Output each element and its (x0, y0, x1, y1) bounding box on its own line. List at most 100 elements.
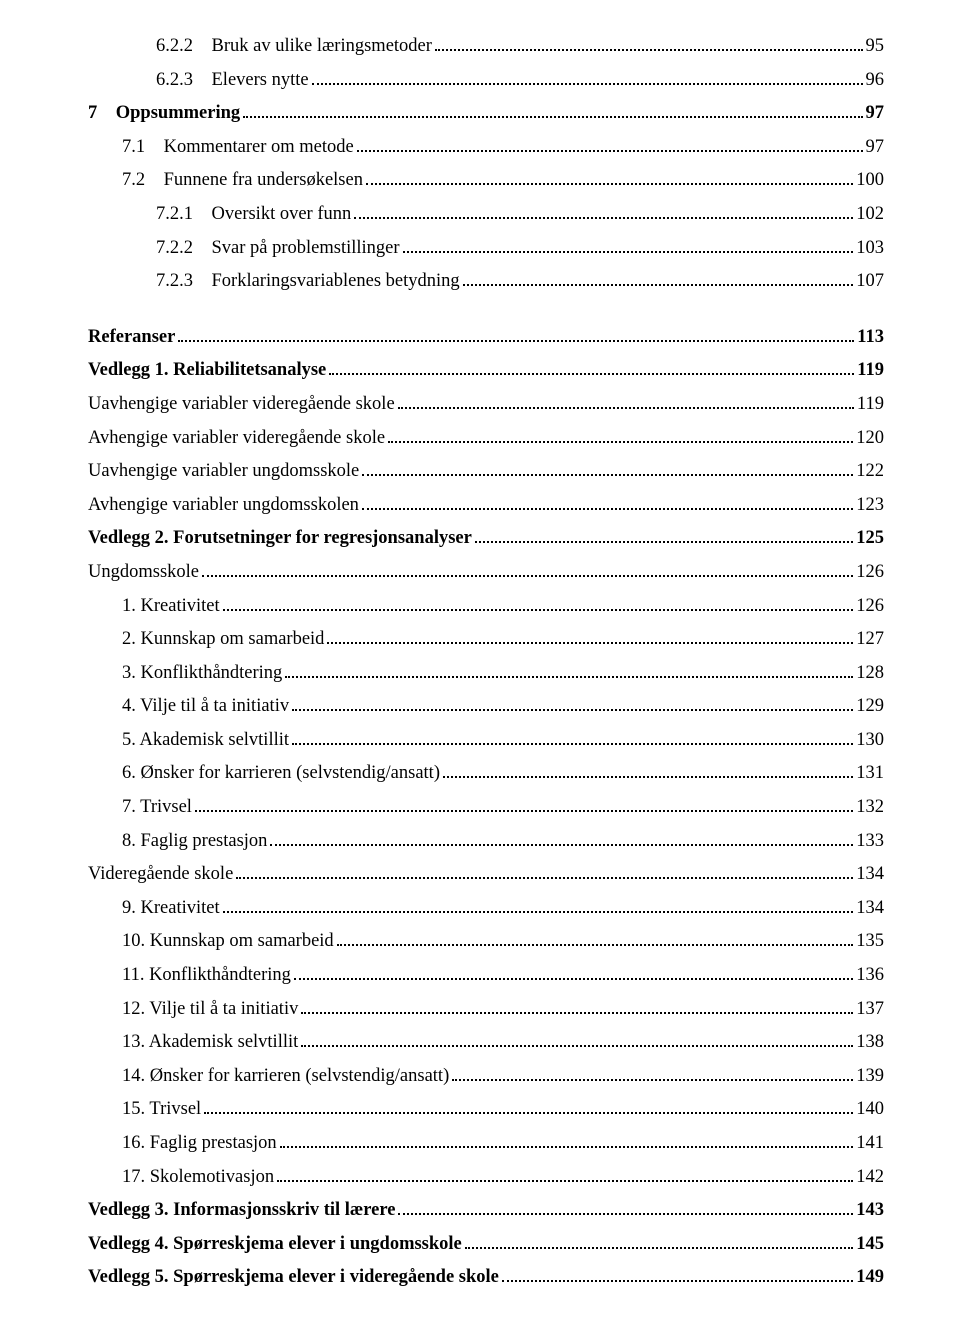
toc-entry-page: 133 (856, 827, 884, 857)
toc-entry: 17. Skolemotivasjon 142 (88, 1163, 884, 1193)
toc-leader-dots (277, 1180, 853, 1182)
toc-entry-page: 128 (856, 659, 884, 689)
toc-entry-label: 2. Kunnskap om samarbeid (122, 625, 324, 655)
toc-entry-label: 5. Akademisk selvtillit (122, 726, 289, 756)
toc-entry: Vedlegg 5. Spørreskjema elever i videreg… (88, 1263, 884, 1293)
toc-leader-dots (502, 1280, 853, 1282)
toc-leader-dots (388, 441, 853, 443)
toc-entry-label: 7.2.3 Forklaringsvariablenes betydning (156, 267, 460, 297)
toc-entry-label: 7.2 Funnene fra undersøkelsen (122, 166, 363, 196)
toc-entry: 7.1 Kommentarer om metode 97 (88, 133, 884, 163)
toc-entry-page: 127 (856, 625, 884, 655)
toc-entry-page: 134 (856, 894, 884, 924)
toc-entry-label: 13. Akademisk selvtillit (122, 1028, 298, 1058)
toc-entry-page: 126 (856, 592, 884, 622)
toc-entry: 13. Akademisk selvtillit 138 (88, 1028, 884, 1058)
toc-entry-label: Vedlegg 2. Forutsetninger for regresjons… (88, 524, 472, 554)
toc-entry-label: Ungdomsskole (88, 558, 199, 588)
toc-entry: Vedlegg 3. Informasjonsskriv til lærere … (88, 1196, 884, 1226)
toc-entry: 7.2.1 Oversikt over funn 102 (88, 200, 884, 230)
toc-entry-label: 6.2.3 Elevers nytte (156, 66, 309, 96)
toc-entry: 6. Ønsker for karrieren (selvstendig/ans… (88, 759, 884, 789)
toc-leader-dots (452, 1079, 853, 1081)
toc-entry-page: 119 (857, 390, 884, 420)
toc-entry-label: Referanser (88, 323, 175, 353)
toc-entry-page: 140 (856, 1095, 884, 1125)
toc-entry-page: 129 (856, 692, 884, 722)
toc-entry-page: 125 (856, 524, 884, 554)
toc-entry: Referanser 113 (88, 323, 884, 353)
toc-leader-dots (398, 1213, 853, 1215)
toc-entry: 5. Akademisk selvtillit 130 (88, 726, 884, 756)
toc-entry-page: 138 (856, 1028, 884, 1058)
toc-entry: 1. Kreativitet 126 (88, 592, 884, 622)
toc-entry-label: Vedlegg 4. Spørreskjema elever i ungdoms… (88, 1230, 462, 1260)
toc-entry-page: 143 (856, 1196, 884, 1226)
toc-entry: 7.2.3 Forklaringsvariablenes betydning 1… (88, 267, 884, 297)
toc-entry-page: 134 (856, 860, 884, 890)
toc-leader-dots (465, 1247, 853, 1249)
toc-entry-page: 113 (857, 323, 884, 353)
toc-entry-label: 3. Konflikthåndtering (122, 659, 282, 689)
toc-leader-dots (223, 609, 854, 611)
toc-entry-label: Uavhengige variabler videregående skole (88, 390, 395, 420)
toc-leader-dots (443, 776, 853, 778)
toc-entry-page: 122 (856, 457, 884, 487)
toc-entry-label: Uavhengige variabler ungdomsskole (88, 457, 359, 487)
toc-leader-dots (270, 844, 853, 846)
toc-leader-dots (204, 1112, 853, 1114)
toc-entry: Uavhengige variabler ungdomsskole 122 (88, 457, 884, 487)
toc-entry: Vedlegg 2. Forutsetninger for regresjons… (88, 524, 884, 554)
toc-entry-page: 142 (856, 1163, 884, 1193)
toc-leader-dots (285, 676, 853, 678)
toc-entry: Vedlegg 1. Reliabilitetsanalyse 119 (88, 356, 884, 386)
toc-entry-label: 14. Ønsker for karrieren (selvstendig/an… (122, 1062, 449, 1092)
toc-leader-dots (292, 743, 853, 745)
toc-entry: 4. Vilje til å ta initiativ 129 (88, 692, 884, 722)
toc-entry-label: 7.2.1 Oversikt over funn (156, 200, 351, 230)
toc-entry-page: 95 (866, 32, 885, 62)
toc-entry-page: 132 (856, 793, 884, 823)
toc-leader-dots (301, 1012, 853, 1014)
toc-leader-dots (337, 944, 854, 946)
toc-leader-dots (280, 1146, 854, 1148)
toc-entry-page: 131 (856, 759, 884, 789)
toc-leader-dots (301, 1045, 853, 1047)
toc-entry-label: 10. Kunnskap om samarbeid (122, 927, 334, 957)
toc-leader-dots (292, 709, 853, 711)
toc-entry: Avhengige variabler videregående skole 1… (88, 424, 884, 454)
toc-entry-label: Vedlegg 5. Spørreskjema elever i videreg… (88, 1263, 499, 1293)
table-of-contents: 6.2.2 Bruk av ulike læringsmetoder 95 6.2… (88, 32, 884, 1293)
toc-entry: 6.2.2 Bruk av ulike læringsmetoder 95 (88, 32, 884, 62)
toc-entry-label: 9. Kreativitet (122, 894, 220, 924)
toc-entry: Videregående skole 134 (88, 860, 884, 890)
toc-entry: 14. Ønsker for karrieren (selvstendig/an… (88, 1062, 884, 1092)
toc-leader-dots (362, 508, 853, 510)
toc-entry: 15. Trivsel 140 (88, 1095, 884, 1125)
toc-entry-page: 119 (857, 356, 884, 386)
toc-entry-page: 145 (856, 1230, 884, 1260)
toc-leader-dots (202, 575, 853, 577)
toc-entry-label: 17. Skolemotivasjon (122, 1163, 274, 1193)
toc-entry-label: 12. Vilje til å ta initiativ (122, 995, 298, 1025)
toc-entry: 9. Kreativitet 134 (88, 894, 884, 924)
toc-entry-page: 136 (856, 961, 884, 991)
toc-entry: 7. Trivsel 132 (88, 793, 884, 823)
toc-entry: 7.2.2 Svar på problemstillinger 103 (88, 234, 884, 264)
toc-entry-label: 16. Faglig prestasjon (122, 1129, 277, 1159)
toc-leader-dots (327, 642, 853, 644)
toc-entry-page: 97 (866, 99, 885, 129)
toc-entry-page: 135 (856, 927, 884, 957)
toc-entry: 11. Konflikthåndtering 136 (88, 961, 884, 991)
toc-entry: Avhengige variabler ungdomsskolen 123 (88, 491, 884, 521)
toc-entry-page: 149 (856, 1263, 884, 1293)
toc-entry-page: 102 (856, 200, 884, 230)
toc-entry-page: 137 (856, 995, 884, 1025)
toc-entry-page: 103 (856, 234, 884, 264)
toc-entry-label: 15. Trivsel (122, 1095, 201, 1125)
toc-entry: 2. Kunnskap om samarbeid 127 (88, 625, 884, 655)
toc-entry-page: 107 (856, 267, 884, 297)
toc-leader-dots (366, 183, 853, 185)
toc-leader-dots (357, 150, 863, 152)
toc-entry-label: Vedlegg 1. Reliabilitetsanalyse (88, 356, 326, 386)
